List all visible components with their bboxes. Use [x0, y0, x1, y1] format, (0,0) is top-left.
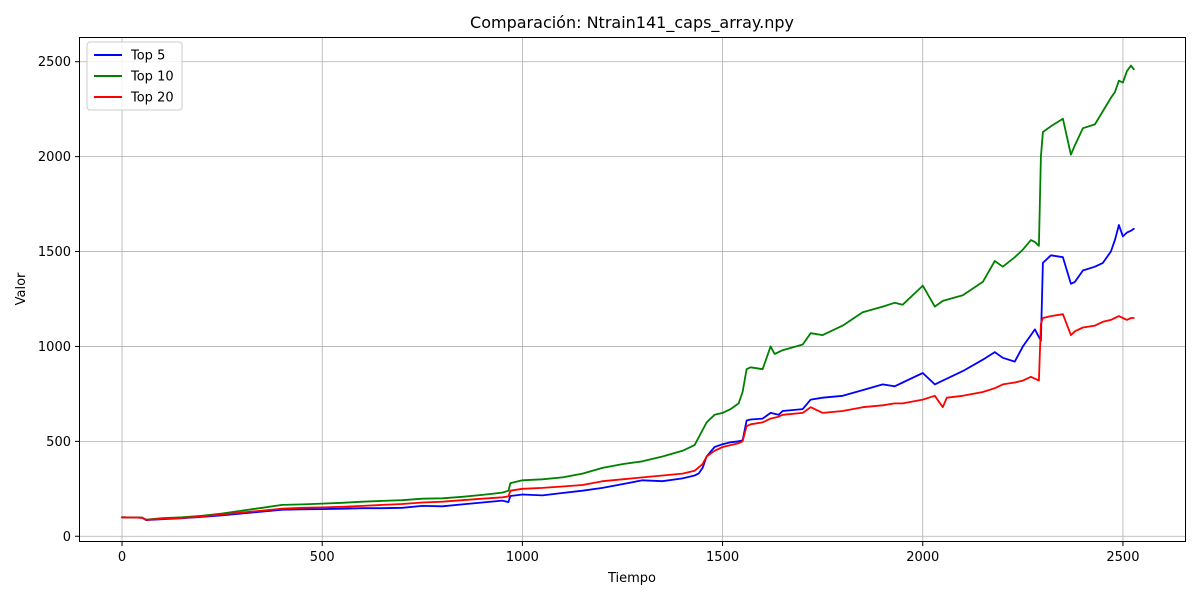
- x-tick-label: 2000: [906, 550, 939, 565]
- y-tick-label: 500: [46, 435, 71, 450]
- x-axis-ticks: 0 500 1000 1500 2000 2500: [118, 541, 1139, 565]
- y-tick-label: 2000: [38, 150, 71, 165]
- legend-entry-label: Top 20: [130, 91, 174, 106]
- x-tick-label: 0: [118, 550, 126, 565]
- x-tick-label: 1500: [706, 550, 739, 565]
- x-axis-label: Tiempo: [607, 571, 656, 586]
- y-gridlines: [80, 61, 1185, 537]
- x-tick-label: 2500: [1106, 550, 1139, 565]
- y-tick-label: 0: [63, 530, 71, 545]
- series-line-top-5: [121, 224, 1135, 521]
- y-axis-ticks: 0 500 1000 1500 2000 2500: [38, 55, 80, 545]
- legend-entry-label: Top 10: [130, 70, 174, 85]
- series-layer: [121, 64, 1135, 521]
- legend-box: [86, 41, 183, 111]
- chart-title: Comparación: Ntrain141_caps_array.npy: [470, 13, 794, 33]
- x-gridlines: [121, 38, 1124, 541]
- legend-entry-label: Top 5: [130, 49, 165, 64]
- y-tick-label: 2500: [38, 55, 71, 70]
- plot-frame: [79, 37, 1186, 542]
- series-line-top-10: [121, 64, 1135, 521]
- y-tick-label: 1500: [38, 245, 71, 260]
- legend: Top 5 Top 10 Top 20: [86, 41, 183, 111]
- y-tick-label: 1000: [38, 340, 71, 355]
- x-tick-label: 1000: [506, 550, 539, 565]
- x-tick-label: 500: [310, 550, 335, 565]
- series-line-top-20: [121, 313, 1135, 521]
- y-axis-label: Valor: [14, 272, 29, 305]
